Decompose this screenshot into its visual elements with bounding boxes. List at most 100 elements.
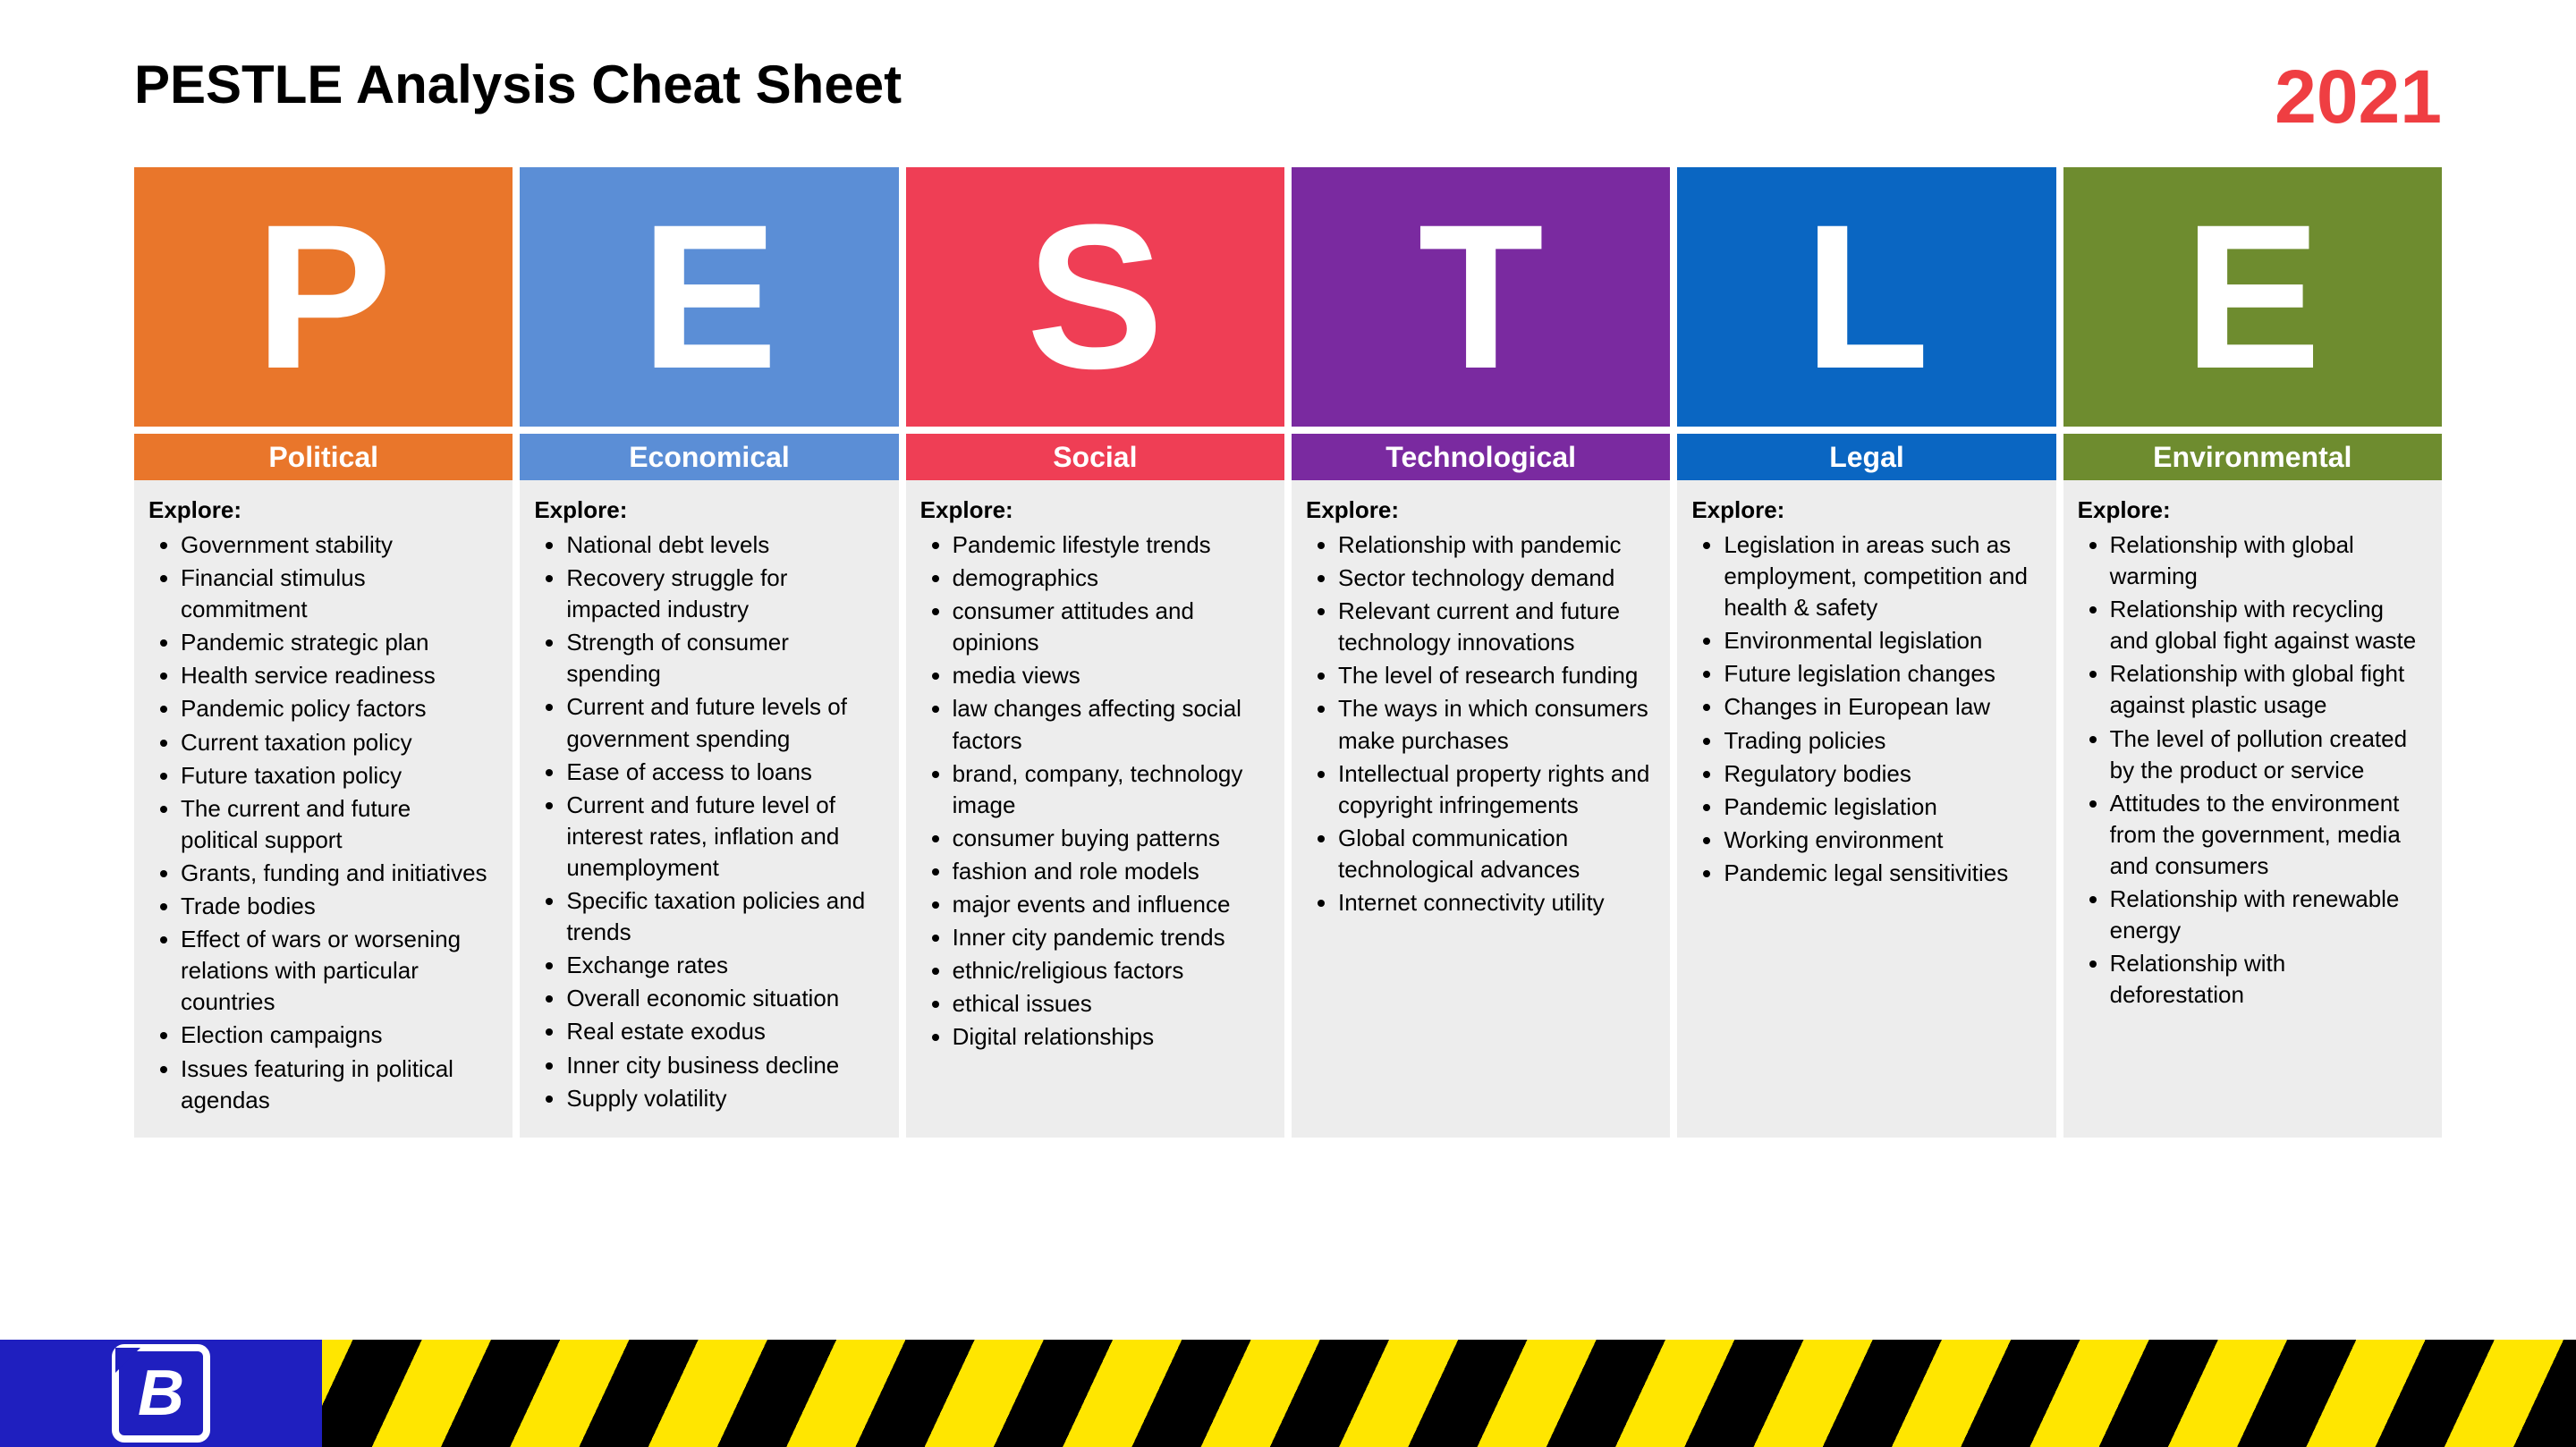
factor-item: Government stability xyxy=(181,529,498,561)
category-body: Explore: Relationship with global warming… xyxy=(2063,480,2442,1138)
category-label: Legal xyxy=(1829,441,1904,474)
year-label: 2021 xyxy=(2275,54,2442,140)
letter-box: E xyxy=(2063,167,2442,427)
pestle-column: S Social Explore: Pandemic lifestyle trends… xyxy=(906,167,1284,1138)
factor-item: Pandemic strategic plan xyxy=(181,627,498,658)
category-label: Economical xyxy=(629,441,790,474)
factor-item: demographics xyxy=(953,563,1270,594)
pestle-letter: E xyxy=(2184,194,2321,400)
factor-item: Relationship with renewable energy xyxy=(2110,884,2428,946)
letter-box: T xyxy=(1292,167,1670,427)
page: PESTLE Analysis Cheat Sheet 2021 P Politi… xyxy=(0,0,2576,1447)
factor-item: Regulatory bodies xyxy=(1724,758,2041,790)
factor-item: Pandemic policy factors xyxy=(181,693,498,724)
factor-item: Sector technology demand xyxy=(1338,563,1656,594)
factor-item: Relationship with global fight against p… xyxy=(2110,658,2428,721)
factor-item: Environmental legislation xyxy=(1724,625,2041,656)
header-row: PESTLE Analysis Cheat Sheet 2021 xyxy=(134,54,2442,140)
category-body: Explore:National debt levelsRecovery str… xyxy=(520,480,898,1138)
factor-item: Recovery struggle for impacted industry xyxy=(566,563,884,625)
factor-item: Internet connectivity utility xyxy=(1338,887,1656,918)
factor-list: Government stabilityFinancial stimulus c… xyxy=(148,529,498,1116)
factor-item: Inner city business decline xyxy=(566,1050,884,1081)
category-label-bar: Technological xyxy=(1292,434,1670,480)
factor-item: consumer buying patterns xyxy=(953,823,1270,854)
category-body: Explore: Pandemic lifestyle trendsdemogra… xyxy=(906,480,1284,1138)
factor-item: Trade bodies xyxy=(181,891,498,922)
factor-item: Health service readiness xyxy=(181,660,498,691)
factor-item: Current and future level of interest rat… xyxy=(566,790,884,884)
category-label-bar: Legal xyxy=(1677,434,2055,480)
factor-item: ethical issues xyxy=(953,988,1270,1020)
factor-item: Digital relationships xyxy=(953,1021,1270,1053)
factor-item: The ways in which consumers make purchas… xyxy=(1338,693,1656,756)
factor-item: Supply volatility xyxy=(566,1083,884,1114)
pestle-letter: S xyxy=(1027,194,1164,400)
explore-label: Explore: xyxy=(148,496,498,524)
factor-item: Grants, funding and initiatives xyxy=(181,858,498,889)
category-body: Explore: Government stabilityFinancial st… xyxy=(134,480,513,1138)
category-label-bar: Social xyxy=(906,434,1284,480)
pestle-column: T Technological Explore: Relationship with … xyxy=(1292,167,1670,1138)
factor-list: Relationship with pandemicSector technol… xyxy=(1306,529,1656,918)
category-label: Political xyxy=(268,441,378,474)
category-body: Explore: Legislation in areas such as emp… xyxy=(1677,480,2055,1138)
category-label: Social xyxy=(1053,441,1137,474)
hazard-pattern xyxy=(322,1340,2576,1447)
explore-label: Explore: xyxy=(920,496,1270,524)
letter-box: P xyxy=(134,167,513,427)
factor-item: Future legislation changes xyxy=(1724,658,2041,690)
factor-item: Legislation in areas such as employment,… xyxy=(1724,529,2041,623)
factor-item: Future taxation policy xyxy=(181,760,498,791)
explore-label: Explore: xyxy=(534,496,884,524)
factor-item: Financial stimulus commitment xyxy=(181,563,498,625)
pestle-letter: T xyxy=(1418,194,1544,400)
factor-item: Current and future levels of government … xyxy=(566,691,884,754)
factor-item: Ease of access to loans xyxy=(566,757,884,788)
factor-item: Inner city pandemic trends xyxy=(953,922,1270,953)
factor-item: law changes affecting social factors xyxy=(953,693,1270,756)
factor-item: Specific taxation policies and trends xyxy=(566,885,884,948)
factor-item: consumer attitudes and opinions xyxy=(953,596,1270,658)
category-label-bar: Economical xyxy=(520,434,898,480)
factor-list: Legislation in areas such as employment,… xyxy=(1691,529,2041,889)
factor-item: Relationship with recycling and global f… xyxy=(2110,594,2428,656)
pestle-letter: E xyxy=(640,194,777,400)
factor-list: Relationship with global warmingRelation… xyxy=(2078,529,2428,1011)
letter-box: L xyxy=(1677,167,2055,427)
letter-box: E xyxy=(520,167,898,427)
pestle-columns: P Political Explore: Government stabilityFi… xyxy=(134,167,2442,1138)
category-label: Environmental xyxy=(2153,441,2351,474)
category-label: Technological xyxy=(1385,441,1576,474)
category-label-bar: Environmental xyxy=(2063,434,2442,480)
factor-item: Attitudes to the environment from the go… xyxy=(2110,788,2428,882)
factor-item: The current and future political support xyxy=(181,793,498,856)
brand-logo: B xyxy=(112,1344,210,1443)
factor-item: ethnic/religious factors xyxy=(953,955,1270,986)
factor-item: Pandemic legislation xyxy=(1724,791,2041,823)
factor-item: Current taxation policy xyxy=(181,727,498,758)
factor-item: Relationship with deforestation xyxy=(2110,948,2428,1011)
pestle-column: P Political Explore: Government stabilityFi… xyxy=(134,167,513,1138)
factor-item: Election campaigns xyxy=(181,1020,498,1051)
factor-item: Pandemic lifestyle trends xyxy=(953,529,1270,561)
footer: B xyxy=(0,1340,2576,1447)
category-label-bar: Political xyxy=(134,434,513,480)
factor-item: Exchange rates xyxy=(566,950,884,981)
letter-box: S xyxy=(906,167,1284,427)
hazard-stripe xyxy=(322,1340,2576,1447)
factor-item: Pandemic legal sensitivities xyxy=(1724,858,2041,889)
content-area: PESTLE Analysis Cheat Sheet 2021 P Politi… xyxy=(0,0,2576,1138)
factor-item: media views xyxy=(953,660,1270,691)
factor-item: Relevant current and future technology i… xyxy=(1338,596,1656,658)
factor-list: Pandemic lifestyle trendsdemographicscon… xyxy=(920,529,1270,1054)
factor-item: fashion and role models xyxy=(953,856,1270,887)
explore-label: Explore: xyxy=(2078,496,2428,524)
explore-label: Explore: xyxy=(1306,496,1656,524)
factor-item: The level of pollution created by the pr… xyxy=(2110,724,2428,786)
factor-item: brand, company, technology image xyxy=(953,758,1270,821)
explore-label: Explore: xyxy=(1691,496,2041,524)
factor-item: Relationship with global warming xyxy=(2110,529,2428,592)
pestle-column: E Economical Explore:National debt levelsR… xyxy=(520,167,898,1138)
factor-item: Global communication technological advan… xyxy=(1338,823,1656,885)
